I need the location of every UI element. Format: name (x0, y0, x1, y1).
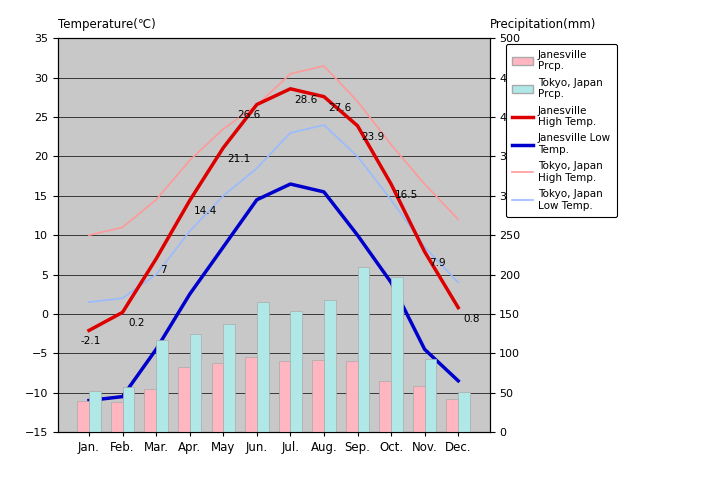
Bar (223, 324, 235, 432)
Text: 0.2: 0.2 (128, 318, 145, 328)
Bar (446, 399, 458, 432)
Text: 7: 7 (161, 264, 167, 275)
Bar (178, 368, 189, 432)
Bar (89, 391, 101, 432)
Text: 7.9: 7.9 (429, 258, 446, 268)
Bar (324, 300, 336, 432)
Bar (312, 360, 324, 432)
Bar (257, 302, 269, 432)
Text: 26.6: 26.6 (238, 110, 261, 120)
Text: 27.6: 27.6 (328, 103, 351, 112)
Text: 0.8: 0.8 (464, 313, 480, 324)
Bar (111, 402, 122, 432)
Text: Temperature(℃): Temperature(℃) (58, 18, 156, 31)
Text: 28.6: 28.6 (294, 95, 318, 105)
Text: 16.5: 16.5 (395, 190, 418, 200)
Bar (379, 381, 391, 432)
Bar (279, 361, 290, 432)
Bar (290, 311, 302, 432)
Legend: Janesville
Prcp., Tokyo, Japan
Prcp., Janesville
High Temp., Janesville Low
Temp: Janesville Prcp., Tokyo, Japan Prcp., Ja… (505, 44, 617, 217)
Bar (145, 389, 156, 432)
Text: Precipitation(mm): Precipitation(mm) (490, 18, 596, 31)
Bar (212, 363, 223, 432)
Bar (156, 340, 168, 432)
Text: 14.4: 14.4 (194, 206, 217, 216)
Text: 23.9: 23.9 (361, 132, 385, 142)
Text: -2.1: -2.1 (81, 336, 101, 347)
Bar (189, 334, 202, 432)
Bar (391, 277, 402, 432)
Bar (77, 400, 89, 432)
Bar (425, 359, 436, 432)
Bar (245, 357, 257, 432)
Text: 21.1: 21.1 (228, 154, 251, 164)
Bar (346, 361, 358, 432)
Bar (358, 267, 369, 432)
Bar (458, 392, 470, 432)
Bar (122, 387, 135, 432)
Bar (413, 386, 425, 432)
